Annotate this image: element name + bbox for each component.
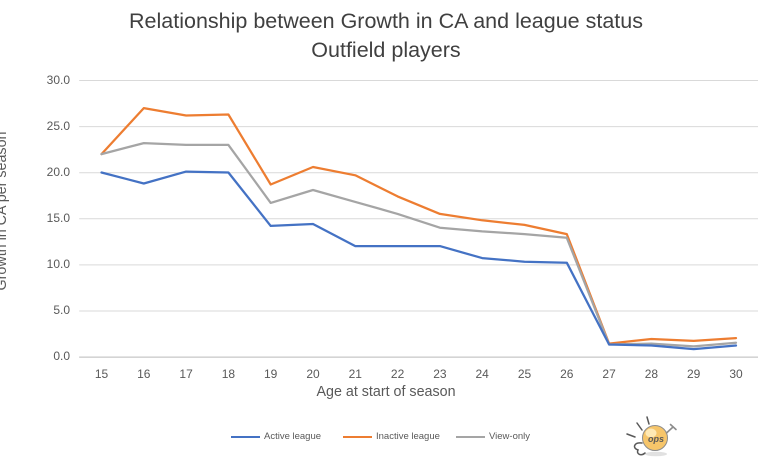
svg-text:ops: ops: [648, 434, 664, 444]
